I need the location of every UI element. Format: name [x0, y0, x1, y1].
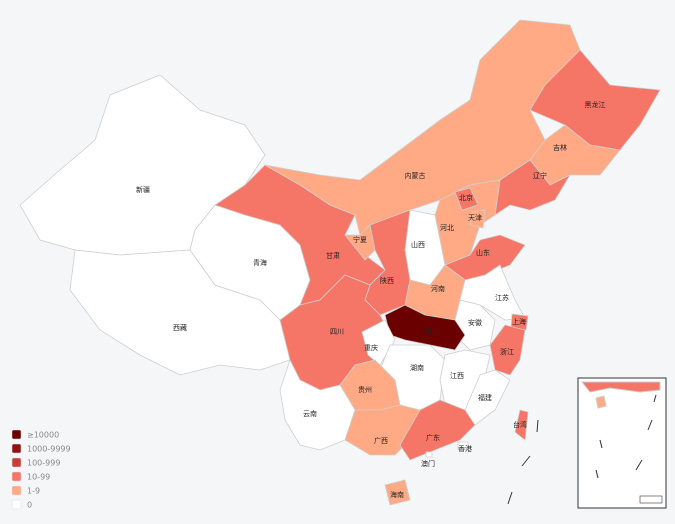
province-label: 宁夏: [353, 235, 367, 244]
province-label: 河南: [431, 284, 445, 293]
inset-island: [595, 395, 607, 409]
province: [510, 313, 529, 331]
provinces: [19, 19, 661, 506]
province-label: 黑龙江: [585, 100, 606, 109]
province: [264, 19, 581, 236]
province-label: 澳门: [421, 459, 435, 468]
province: [514, 409, 529, 441]
dash: [521, 455, 531, 467]
province-label: 上海: [512, 317, 526, 326]
legend-swatch: [11, 499, 22, 510]
legend: ≥10000 1000-9999 100-999 10-99 1-9 0: [11, 429, 71, 510]
province-label: 河北: [440, 224, 454, 232]
province-label: 青海: [253, 258, 267, 267]
dash: [647, 419, 653, 431]
province-label: 新疆: [136, 185, 150, 194]
south-sea-inset: [577, 377, 667, 509]
province-label: 重庆: [364, 343, 378, 352]
legend-label: 10-99: [27, 473, 50, 482]
dash: [653, 394, 657, 403]
province-label: 甘肃: [326, 251, 340, 260]
inset-tag: [639, 495, 663, 504]
dash: [635, 459, 643, 471]
province: [399, 399, 476, 461]
province-label: 福建: [478, 393, 492, 402]
province-label: 吉林: [553, 143, 567, 152]
province-label: 台湾: [513, 420, 527, 429]
legend-label: 100-999: [27, 459, 60, 468]
province-label: 贵州: [358, 385, 372, 394]
province-label: 江苏: [495, 293, 509, 302]
legend-swatch: [11, 443, 22, 454]
dash: [599, 439, 603, 449]
province: [384, 479, 411, 506]
province-label: 云南: [303, 409, 317, 418]
province-label: 香港: [458, 444, 472, 453]
province-label: 湖南: [410, 363, 424, 372]
dash-lines: [507, 394, 657, 505]
province-label: 安徽: [468, 318, 482, 327]
province-label: 山东: [476, 248, 490, 257]
province-label: 广东: [426, 433, 440, 442]
province-label: 辽宁: [533, 171, 547, 180]
dash: [507, 491, 513, 505]
province-label: 陕西: [380, 276, 394, 285]
inset-land: [580, 381, 661, 393]
dash: [595, 469, 599, 479]
province: [384, 304, 466, 351]
legend-label: ≥10000: [27, 431, 59, 440]
province-label: 西藏: [173, 323, 187, 332]
province-label: 广西: [374, 436, 388, 445]
legend-label: 1-9: [27, 487, 40, 496]
legend-swatch: [11, 471, 22, 482]
province-label: 天津: [468, 214, 482, 222]
province-label: 湖北: [424, 326, 438, 335]
legend-swatch: [11, 429, 22, 440]
province: [469, 209, 486, 229]
province-label: 内蒙古: [405, 171, 426, 180]
province: [494, 159, 572, 216]
province: [457, 441, 469, 450]
province-label: 浙江: [500, 347, 514, 356]
legend-swatch: [11, 485, 22, 496]
province-label: 四川: [330, 328, 344, 336]
legend-label: 1000-9999: [27, 445, 71, 454]
province: [425, 451, 433, 458]
province-label: 北京: [459, 193, 473, 202]
dash: [536, 419, 539, 433]
province: [454, 187, 479, 211]
legend-swatch: [11, 457, 22, 468]
province-label: 山西: [411, 240, 425, 249]
legend-label: 0: [27, 501, 32, 510]
province-label: 江西: [450, 372, 464, 380]
province-label: 海南: [390, 490, 404, 499]
